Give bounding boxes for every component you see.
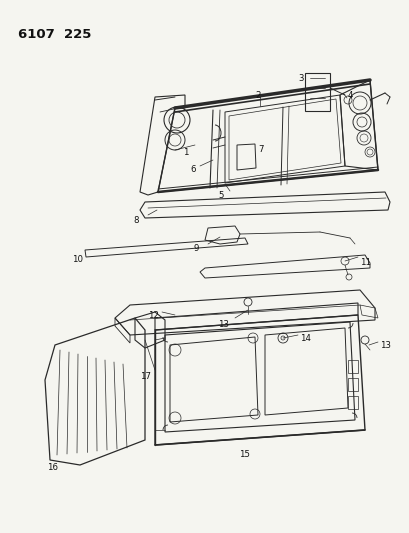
Text: 17: 17 (139, 372, 151, 381)
Circle shape (360, 336, 368, 344)
Text: 9: 9 (193, 244, 199, 253)
Text: 5: 5 (218, 191, 223, 200)
Text: 14: 14 (299, 334, 310, 343)
Text: 8: 8 (133, 216, 138, 225)
Text: 1: 1 (182, 148, 188, 157)
Circle shape (243, 298, 252, 306)
Text: 4: 4 (347, 91, 353, 100)
Text: 16: 16 (47, 463, 58, 472)
Text: 12: 12 (148, 311, 159, 320)
Text: 3: 3 (297, 74, 303, 83)
Text: 13: 13 (379, 341, 390, 350)
Text: 10: 10 (72, 255, 83, 264)
Text: 6107  225: 6107 225 (18, 28, 91, 41)
Text: 7: 7 (257, 145, 263, 154)
Text: 15: 15 (239, 450, 250, 459)
Text: 2: 2 (255, 91, 260, 100)
Text: 11: 11 (359, 258, 370, 267)
Text: 6: 6 (189, 165, 195, 174)
Text: 13: 13 (218, 320, 229, 329)
